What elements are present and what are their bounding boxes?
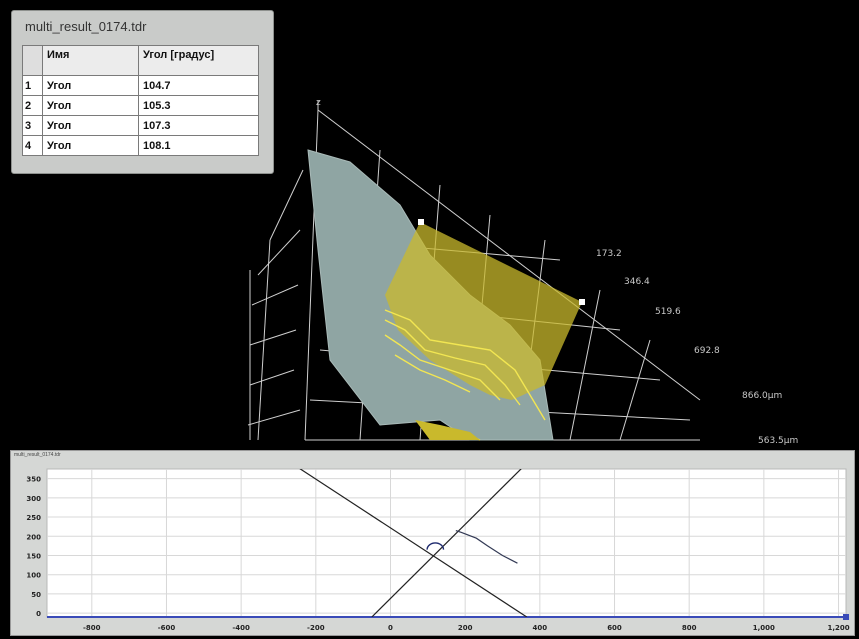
x-tick-label: 200 [458,624,473,632]
plane-handle-right[interactable] [579,299,585,305]
y-tick-label: 100 [26,572,41,580]
row-name: Угол [42,135,139,156]
row-index: 1 [22,75,43,96]
axis-label-4: 692.8 [694,346,720,356]
column-header-index[interactable] [22,45,43,76]
z-axis-label: z [316,98,321,108]
series-line-3 [455,529,518,564]
table-header-row: Имя Угол [градус] [22,45,259,76]
x-tick-label: 400 [533,624,548,632]
y-tick-label: 200 [26,533,41,541]
series-line-1 [299,469,528,617]
result-panel-title: multi_result_0174.tdr [25,19,147,34]
y-tick-label: 300 [26,495,41,503]
table-row[interactable]: 2 Угол 105.3 [22,95,259,116]
angle-arc [426,542,445,550]
profile-chart[interactable]: -800 -600 -400 -200 0 200 400 600 800 1,000 1,200 0… [11,451,856,637]
column-header-angle[interactable]: Угол [градус] [138,45,259,76]
3d-scene [247,100,701,441]
row-index: 4 [22,135,43,156]
x-tick-label: 600 [607,624,622,632]
y-tick-label: 50 [31,591,41,599]
row-index: 2 [22,95,43,116]
x-tick-label: -400 [232,624,250,632]
x-tick-label: 1,200 [827,624,849,632]
result-panel[interactable]: multi_result_0174.tdr Имя Угол [градус] … [11,10,274,174]
row-index: 3 [22,115,43,136]
row-name: Угол [42,115,139,136]
series-line-2 [371,469,522,617]
plane-handle-top[interactable] [418,219,424,225]
result-table: Имя Угол [градус] 1 Угол 104.7 2 Угол 10… [22,45,259,156]
row-angle: 107.3 [138,115,259,136]
x-tick-label: -800 [83,624,101,632]
x-axis-end-marker [843,614,849,620]
profile-panel-title: multi_result_0174.tdr [14,452,61,458]
row-angle: 105.3 [138,95,259,116]
table-row[interactable]: 1 Угол 104.7 [22,75,259,96]
y-tick-label: 0 [36,610,41,618]
cutting-plane [385,222,582,400]
row-angle: 108.1 [138,135,259,156]
y-tick-label: 150 [26,552,41,560]
axis-label-2: 346.4 [624,277,650,287]
row-name: Угол [42,95,139,116]
axis-label-3: 519.6 [655,307,681,317]
axis-label-6: 563.5µm [758,436,799,446]
column-header-name[interactable]: Имя [42,45,139,76]
row-angle: 104.7 [138,75,259,96]
table-row[interactable]: 4 Угол 108.1 [22,135,259,156]
profile-panel[interactable]: multi_result_0174.tdr -800 -600 -400 -200 0 2… [10,450,855,636]
row-name: Угол [42,75,139,96]
x-tick-label: -200 [307,624,325,632]
x-tick-label: 1,000 [753,624,775,632]
table-row[interactable]: 3 Угол 107.3 [22,115,259,136]
x-tick-label: 800 [682,624,697,632]
axis-label-1: 173.2 [596,249,622,259]
y-tick-label: 350 [26,476,41,484]
y-tick-label: 250 [26,514,41,522]
x-tick-label: 0 [388,624,393,632]
x-tick-label: -600 [158,624,176,632]
axis-label-5: 866.0µm [742,391,783,401]
plane-lower-band [415,420,480,440]
